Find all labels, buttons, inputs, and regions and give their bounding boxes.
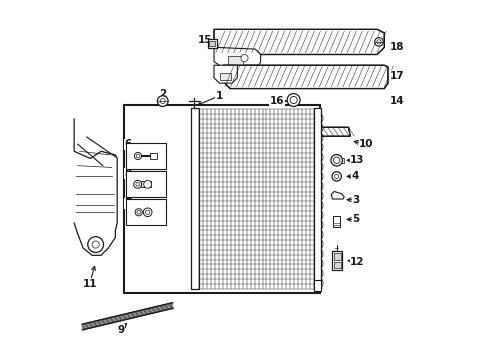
Text: 13: 13 (349, 155, 364, 165)
Bar (314, 280, 320, 291)
Bar (209, 41, 215, 46)
Text: 15: 15 (198, 35, 212, 45)
Polygon shape (223, 65, 387, 89)
Text: 4: 4 (351, 171, 359, 181)
Circle shape (92, 241, 99, 248)
Circle shape (374, 38, 383, 46)
Text: 11: 11 (82, 279, 97, 289)
Text: 6: 6 (124, 139, 131, 149)
Bar (190, 108, 198, 289)
Bar (332, 251, 342, 270)
Text: 3: 3 (351, 195, 359, 205)
Circle shape (137, 211, 140, 214)
Text: 9: 9 (117, 325, 124, 335)
Circle shape (157, 96, 168, 107)
Bar (228, 56, 242, 65)
Text: 10: 10 (359, 139, 373, 149)
Polygon shape (330, 192, 344, 199)
Polygon shape (214, 30, 384, 54)
Bar (126, 171, 165, 197)
Bar (337, 158, 344, 163)
Text: 2: 2 (159, 89, 166, 99)
Bar (126, 143, 165, 169)
Text: 16: 16 (269, 96, 284, 106)
Circle shape (334, 174, 338, 179)
Circle shape (145, 210, 149, 215)
Text: 12: 12 (349, 257, 364, 267)
Text: 8: 8 (124, 169, 131, 179)
Circle shape (133, 180, 142, 188)
Circle shape (286, 94, 300, 107)
Circle shape (134, 152, 142, 159)
Polygon shape (214, 47, 260, 69)
Circle shape (135, 209, 142, 216)
Circle shape (136, 154, 140, 158)
Bar (313, 108, 320, 289)
Bar (149, 153, 157, 159)
Circle shape (289, 96, 297, 104)
Circle shape (331, 172, 341, 181)
Circle shape (136, 183, 139, 186)
Text: 1: 1 (215, 91, 223, 101)
Circle shape (330, 154, 342, 166)
Bar (333, 253, 340, 260)
Bar (220, 73, 230, 80)
Polygon shape (74, 119, 117, 255)
Circle shape (160, 99, 165, 104)
Bar (333, 262, 340, 268)
Bar (141, 181, 151, 187)
Circle shape (88, 237, 103, 252)
Text: 7: 7 (124, 198, 131, 208)
Text: 14: 14 (389, 96, 404, 106)
Circle shape (333, 157, 339, 163)
Circle shape (143, 180, 151, 188)
Polygon shape (187, 127, 349, 136)
Circle shape (241, 54, 247, 62)
Circle shape (143, 208, 152, 217)
Bar (124, 105, 319, 293)
Text: 5: 5 (351, 215, 359, 224)
Text: 17: 17 (389, 71, 404, 81)
Polygon shape (214, 65, 237, 83)
Bar (126, 199, 165, 225)
Circle shape (376, 40, 380, 44)
Bar (333, 216, 339, 226)
Bar (207, 39, 217, 48)
Text: 18: 18 (389, 42, 404, 52)
